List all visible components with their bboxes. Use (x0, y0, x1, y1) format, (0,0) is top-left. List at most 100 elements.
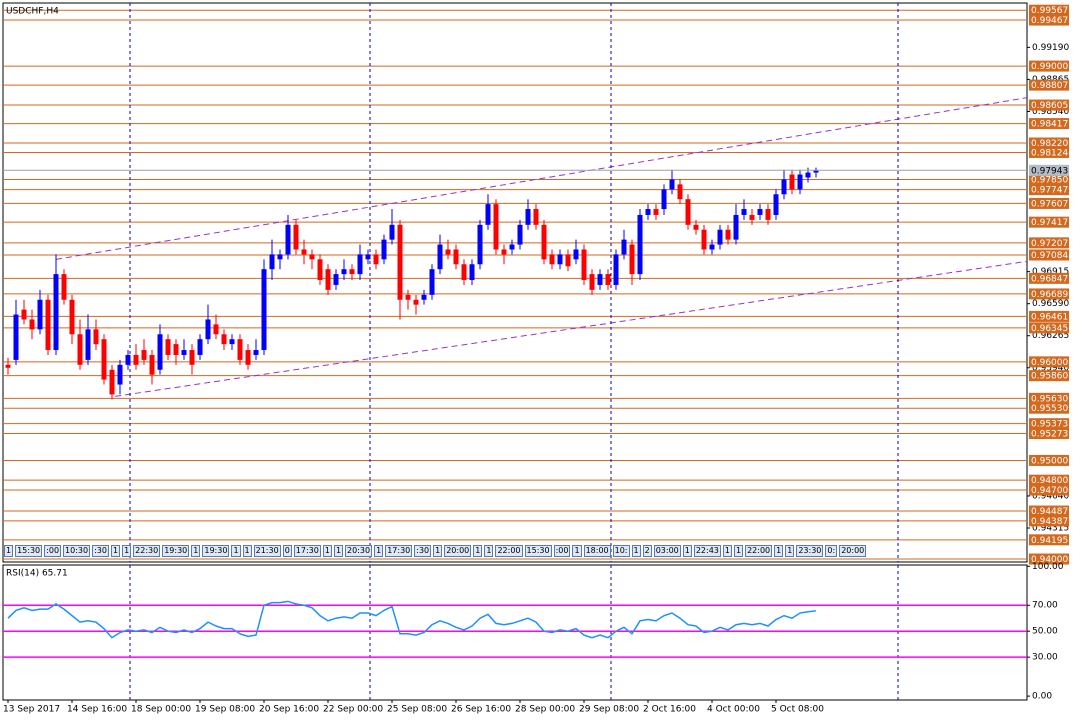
candle-body (701, 229, 707, 250)
candle-body (501, 249, 507, 255)
level-label: 0.94800 (1031, 476, 1068, 486)
level-label: 0.97747 (1031, 186, 1068, 196)
candle-body (269, 254, 275, 270)
x-tick-label: 29 Sep 08:00 (579, 705, 639, 715)
candle-body (693, 224, 699, 230)
level-label: 0.96000 (1031, 358, 1068, 368)
candle-body (93, 329, 99, 345)
candle-body (341, 269, 347, 275)
level-label: 0.94700 (1031, 486, 1068, 496)
candle-body (397, 224, 403, 300)
time-flag: 18:00 (583, 545, 611, 557)
time-flag: 1 (785, 545, 795, 557)
level-label: 0.95273 (1031, 430, 1068, 440)
candle-body (405, 294, 411, 300)
candle-body (453, 249, 459, 265)
time-flag: 1 (631, 545, 641, 557)
time-flag: :30 (92, 545, 109, 557)
candle-body (429, 269, 435, 295)
time-flag: 1 (572, 545, 582, 557)
candle-body (437, 244, 443, 270)
level-label: 0.99567 (1031, 6, 1068, 16)
candle-body (485, 204, 491, 225)
candle-body (101, 339, 107, 380)
candle-body (381, 239, 387, 260)
time-flag: 23:30 (796, 545, 824, 557)
level-label: 0.99467 (1031, 16, 1068, 26)
candle-body (589, 274, 595, 290)
level-label-box (1029, 428, 1069, 440)
level-label-box (1029, 454, 1069, 466)
candle-body (373, 254, 379, 265)
y-tick-label: 0.96265 (1032, 331, 1069, 341)
candle-body (757, 209, 763, 215)
level-label: 0.97607 (1031, 199, 1068, 209)
candle-body (21, 309, 27, 320)
candle-body (285, 224, 291, 255)
level-label-box (1029, 515, 1069, 527)
level-label: 0.97207 (1031, 239, 1068, 249)
level-label-box (1029, 4, 1069, 16)
candle-body (541, 224, 547, 260)
candle-body (525, 209, 531, 225)
time-flag: 15:30 (15, 545, 43, 557)
time-flag: 1 (333, 545, 344, 557)
level-label-box (1029, 60, 1069, 72)
candle-body (709, 244, 715, 250)
time-flag: 15:30 (524, 545, 552, 557)
candle-body (461, 264, 467, 281)
candle-body (213, 324, 219, 335)
level-label: 0.98807 (1031, 81, 1068, 91)
candle-body (37, 299, 43, 330)
level-label: 0.95530 (1031, 404, 1068, 414)
level-label: 0.96689 (1031, 290, 1068, 300)
candle-body (125, 354, 131, 365)
candle-body (13, 314, 19, 360)
trendline (115, 260, 1027, 397)
time-flag: :00 (553, 545, 571, 557)
time-flag: 1 (322, 545, 332, 557)
level-label: 0.98417 (1031, 120, 1068, 130)
level-label: 0.95000 (1031, 456, 1068, 466)
candle-body (117, 364, 123, 385)
candle-body (317, 259, 323, 281)
candle-body (45, 299, 51, 351)
candle-body (205, 319, 211, 340)
level-label: 0.97084 (1031, 251, 1068, 261)
candle-body (53, 274, 59, 351)
x-tick-label: 4 Oct 00:00 (707, 705, 760, 715)
level-label: 0.98124 (1031, 148, 1068, 158)
candle-body (477, 224, 483, 265)
x-tick-label: 5 Oct 08:00 (771, 705, 824, 715)
chart-title: USDCHF,H4 (6, 7, 59, 17)
level-label: 0.98220 (1031, 139, 1068, 149)
candle-body (445, 249, 451, 255)
x-tick-label: 25 Sep 08:00 (387, 705, 447, 715)
time-flag: 21:30 (253, 545, 281, 557)
time-flag: 1 (433, 545, 443, 557)
candle-body (661, 189, 667, 210)
level-label-box (1029, 118, 1069, 130)
candle-body (749, 214, 755, 220)
candle-body (181, 350, 187, 355)
candle-body (277, 254, 283, 260)
candle-body (677, 184, 683, 200)
candle-body (357, 254, 363, 275)
main-plot (3, 9, 1027, 560)
candle-body (653, 209, 659, 215)
x-tick-label: 2 Oct 16:00 (643, 705, 696, 715)
candle-body (253, 350, 259, 355)
time-flag: :30 (414, 545, 432, 557)
candle-body (509, 244, 515, 250)
level-label-box (1029, 249, 1069, 261)
time-flag: 1 (231, 545, 241, 557)
candle-body (549, 254, 555, 265)
time-flag: 1 (122, 545, 132, 557)
time-flag: 1 (734, 545, 744, 557)
time-flag: 22:43 (693, 545, 721, 557)
time-flag: 1 (722, 545, 732, 557)
candle-body (669, 179, 675, 190)
level-label-box (1029, 216, 1069, 228)
candle-body (165, 339, 171, 355)
